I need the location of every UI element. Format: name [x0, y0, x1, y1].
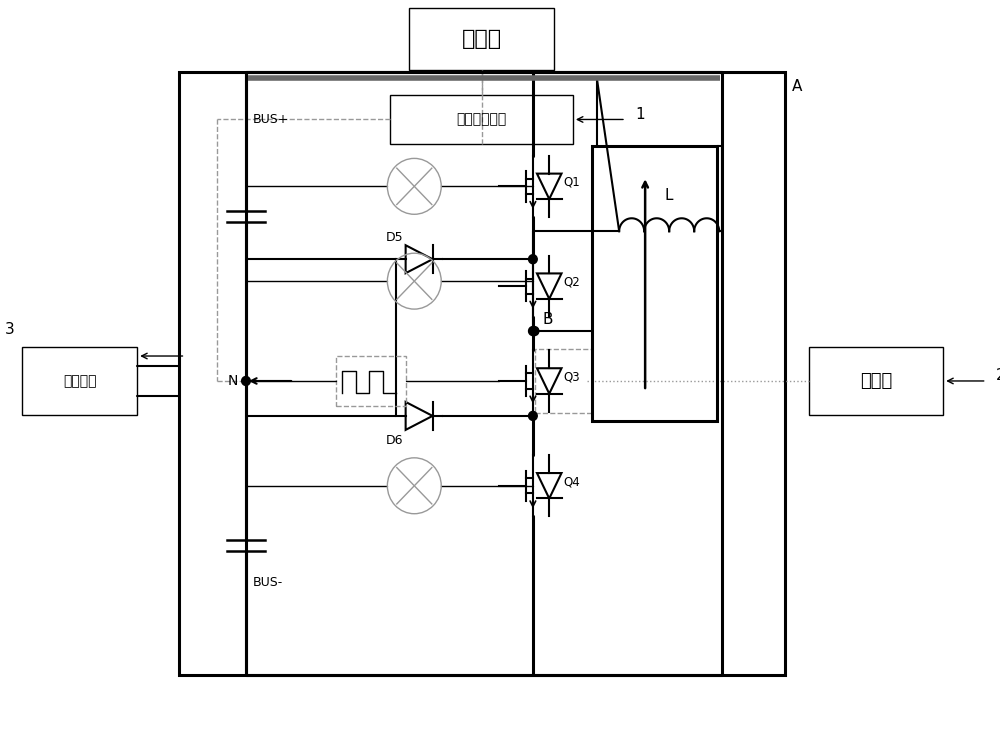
Bar	[179, 72, 785, 675]
Text: 上位机: 上位机	[462, 29, 502, 49]
Text: 3: 3	[5, 322, 14, 336]
Polygon shape	[537, 174, 562, 199]
Text: 1: 1	[636, 107, 645, 122]
Text: 整流电路: 整流电路	[63, 374, 96, 388]
Text: D6: D6	[385, 434, 403, 447]
Text: A: A	[792, 79, 803, 94]
Text: BUS-: BUS-	[253, 575, 283, 588]
Text: Q3: Q3	[563, 371, 580, 384]
Text: B: B	[542, 311, 553, 327]
Text: Q1: Q1	[563, 176, 580, 189]
Polygon shape	[537, 368, 562, 394]
Bar	[22, 347, 137, 415]
Text: N: N	[228, 374, 238, 388]
Circle shape	[530, 327, 539, 336]
Circle shape	[529, 254, 537, 264]
Polygon shape	[537, 473, 562, 499]
Bar	[592, 145, 717, 422]
Text: 2: 2	[996, 368, 1000, 384]
Text: BUS+: BUS+	[253, 113, 289, 126]
Text: Q4: Q4	[563, 475, 580, 488]
Text: D5: D5	[385, 231, 403, 243]
Bar	[809, 347, 943, 415]
Circle shape	[529, 412, 537, 420]
Bar	[390, 94, 573, 145]
Text: 双脉冲发生器: 双脉冲发生器	[457, 113, 507, 126]
Polygon shape	[406, 245, 433, 273]
Circle shape	[529, 327, 537, 336]
Bar	[336, 356, 406, 406]
Circle shape	[242, 376, 250, 385]
Text: Q2: Q2	[563, 276, 580, 289]
Polygon shape	[537, 273, 562, 299]
Text: L: L	[665, 189, 673, 203]
Bar	[409, 8, 554, 69]
Polygon shape	[406, 402, 433, 430]
Text: 示波器: 示波器	[860, 372, 892, 390]
